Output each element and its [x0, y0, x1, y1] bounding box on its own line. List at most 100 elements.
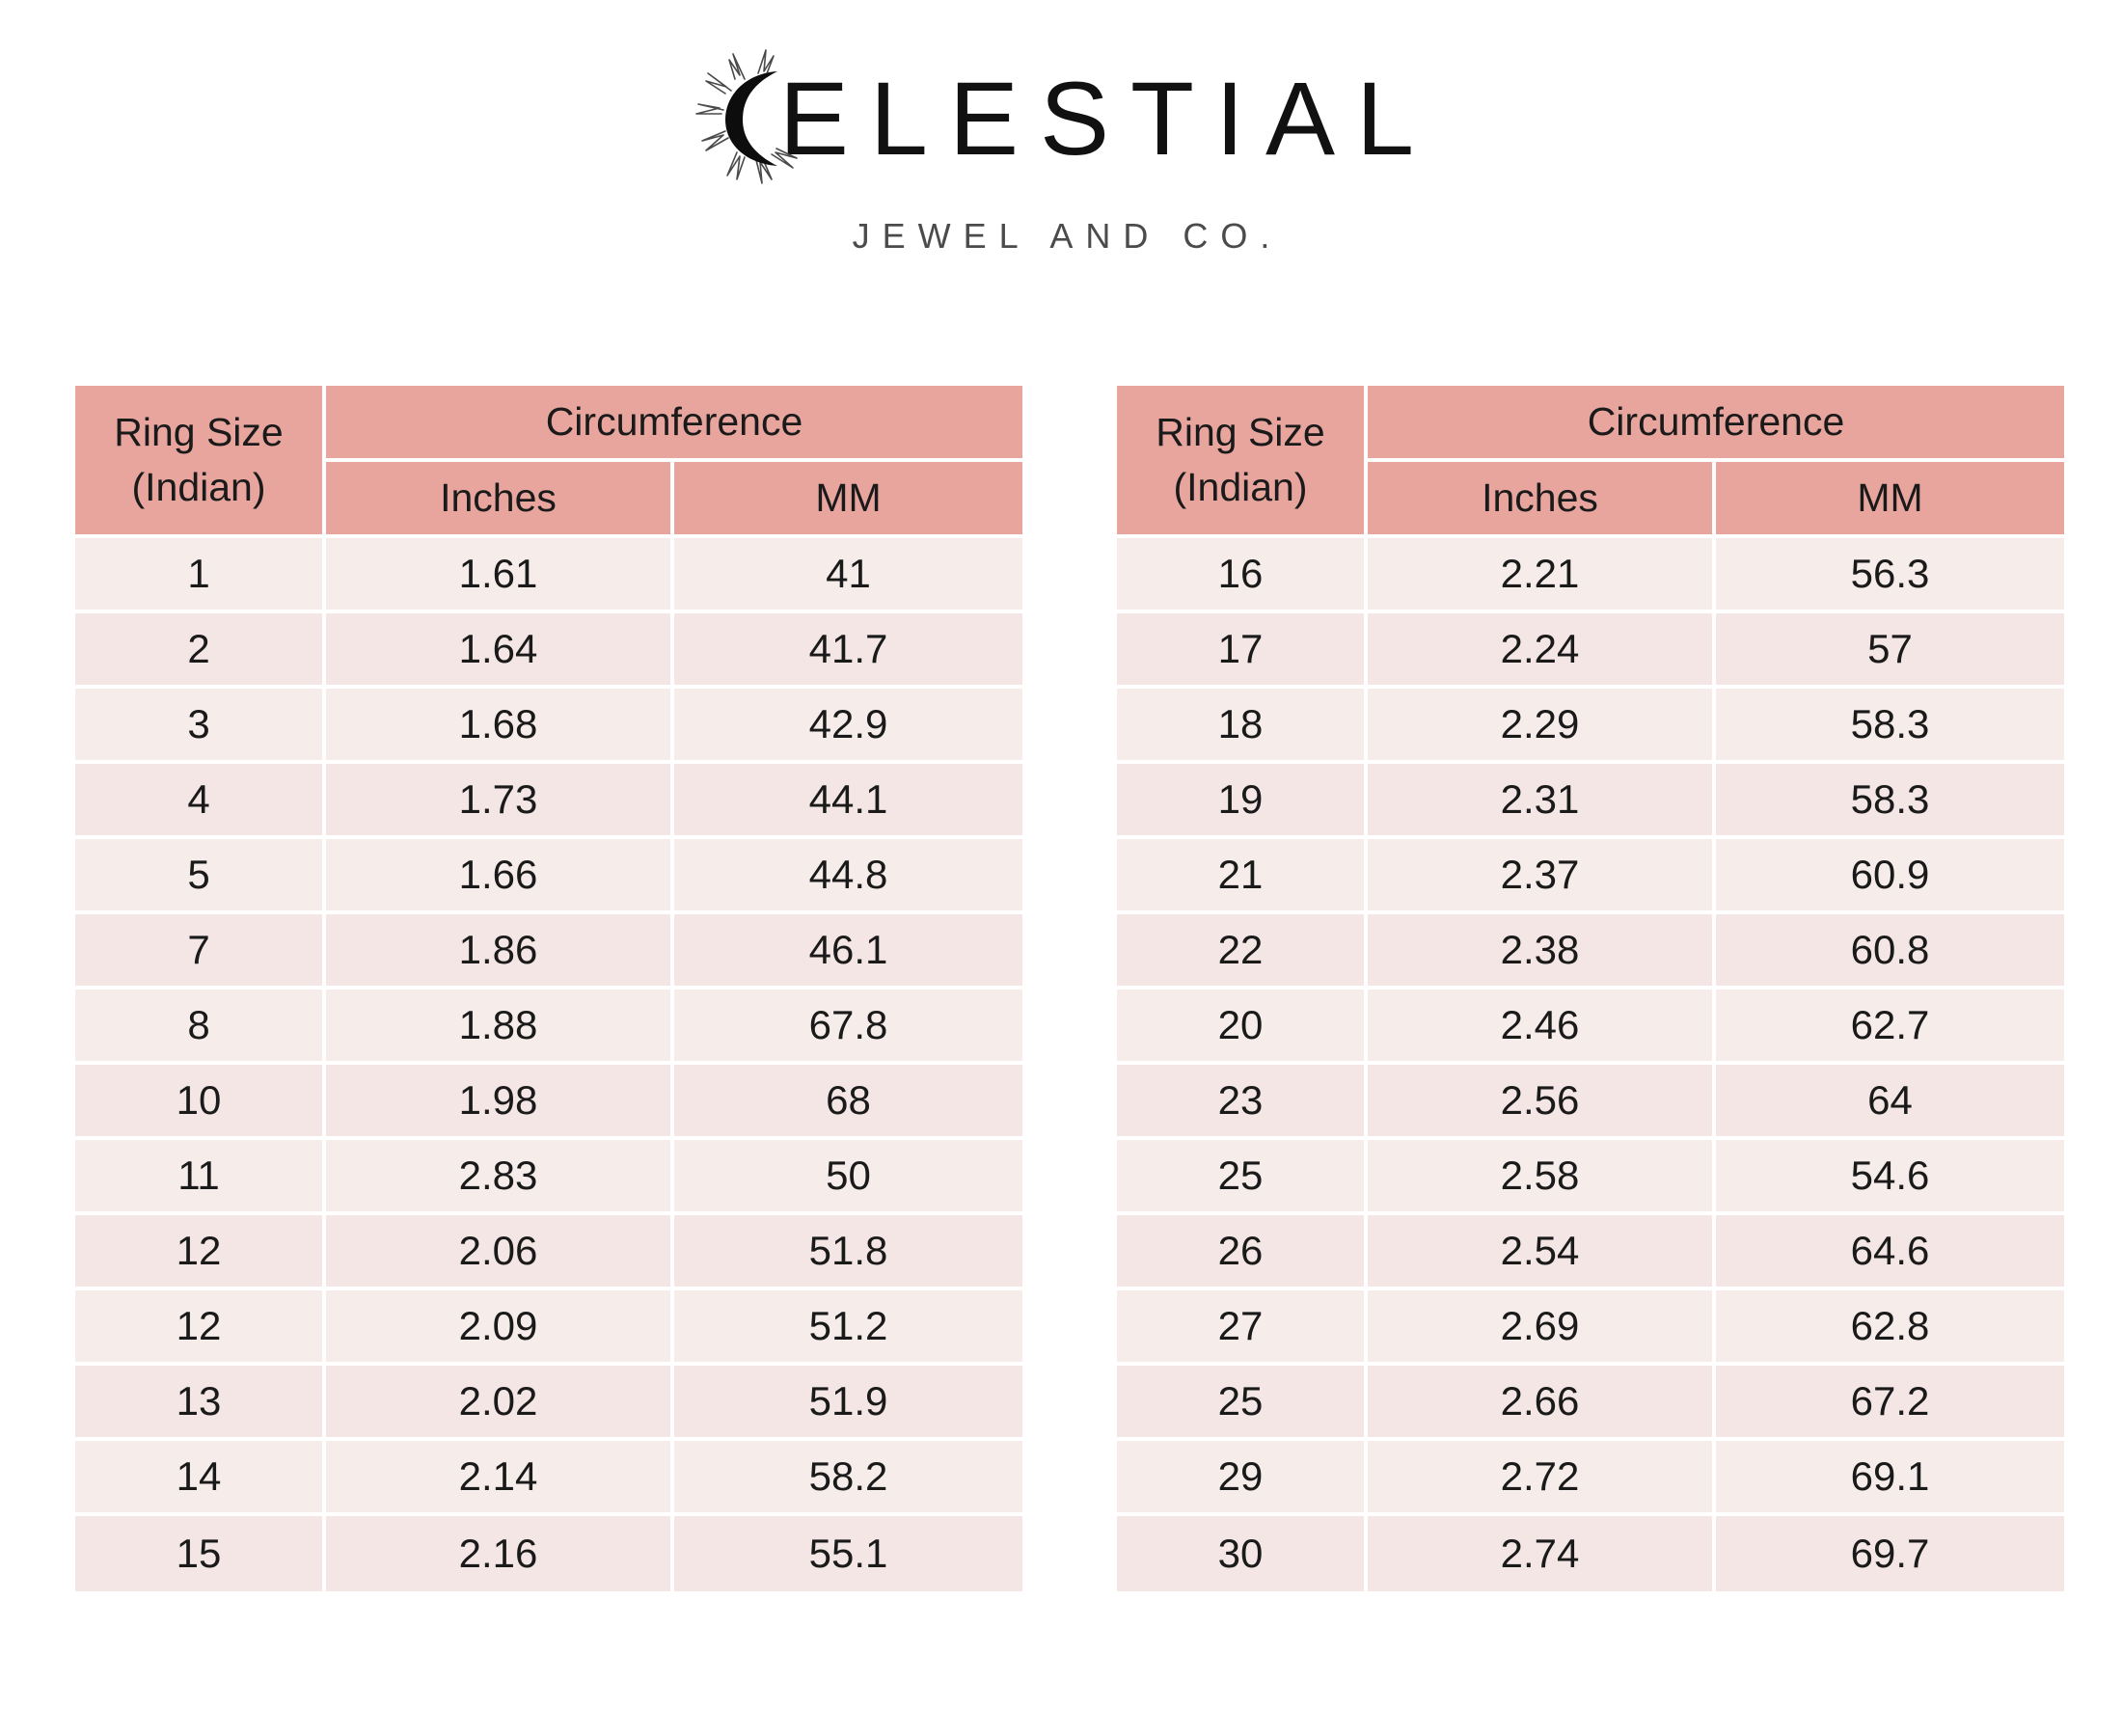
mm-cell: 60.9: [1716, 839, 2064, 914]
brand-tagline: JEWEL AND CO.: [852, 216, 1283, 256]
inches-cell: 2.16: [326, 1516, 674, 1591]
inches-cell: 1.86: [326, 914, 674, 990]
table-row: 14 2.14 58.2: [75, 1441, 1022, 1516]
mm-cell: 51.2: [674, 1290, 1022, 1366]
mm-cell: 51.8: [674, 1215, 1022, 1290]
inches-cell: 1.98: [326, 1065, 674, 1140]
inches-cell: 1.73: [326, 764, 674, 839]
inches-cell: 2.21: [1368, 538, 1716, 613]
mm-cell: 42.9: [674, 689, 1022, 764]
ring-size-cell: 18: [1117, 689, 1368, 764]
ring-size-cell: 14: [75, 1441, 326, 1516]
table-row: 15 2.16 55.1: [75, 1516, 1022, 1591]
column-header-ring-size: Ring Size (Indian): [75, 386, 326, 538]
table-row: 17 2.24 57: [1117, 613, 2064, 689]
inches-cell: 2.83: [326, 1140, 674, 1215]
mm-cell: 51.9: [674, 1366, 1022, 1441]
inches-cell: 2.29: [1368, 689, 1716, 764]
table-row: 11 2.83 50: [75, 1140, 1022, 1215]
ring-size-cell: 25: [1117, 1366, 1368, 1441]
table-row: 26 2.54 64.6: [1117, 1215, 2064, 1290]
mm-cell: 58.2: [674, 1441, 1022, 1516]
table-row: 12 2.09 51.2: [75, 1290, 1022, 1366]
mm-cell: 58.3: [1716, 689, 2064, 764]
inches-cell: 1.64: [326, 613, 674, 689]
brand-name: ELESTIAL: [778, 60, 1436, 176]
column-header-mm: MM: [1716, 462, 2064, 538]
ring-size-cell: 22: [1117, 914, 1368, 990]
table-row: 7 1.86 46.1: [75, 914, 1022, 990]
inches-cell: 2.66: [1368, 1366, 1716, 1441]
inches-cell: 2.58: [1368, 1140, 1716, 1215]
inches-cell: 2.69: [1368, 1290, 1716, 1366]
column-header-circumference: Circumference: [1368, 386, 2064, 462]
ring-size-sublabel: (Indian): [131, 465, 266, 509]
inches-cell: 2.56: [1368, 1065, 1716, 1140]
table-row: 5 1.66 44.8: [75, 839, 1022, 914]
mm-cell: 56.3: [1716, 538, 2064, 613]
inches-cell: 2.09: [326, 1290, 674, 1366]
ring-size-table-left: Ring Size (Indian) Circumference Inches …: [75, 386, 1022, 1591]
ring-size-cell: 5: [75, 839, 326, 914]
table-body-left: 1 1.61 41 2 1.64 41.7 3 1.68 42.9 4 1.73 44.1 5 1.66 4…: [75, 538, 1022, 1591]
mm-cell: 50: [674, 1140, 1022, 1215]
ring-size-cell: 4: [75, 764, 326, 839]
table-row: 29 2.72 69.1: [1117, 1441, 2064, 1516]
ring-size-cell: 27: [1117, 1290, 1368, 1366]
table-row: 12 2.06 51.8: [75, 1215, 1022, 1290]
ring-size-cell: 16: [1117, 538, 1368, 613]
ring-size-cell: 29: [1117, 1441, 1368, 1516]
table-body-right: 16 2.21 56.3 17 2.24 57 18 2.29 58.3 19 2.31 58.3 21…: [1117, 538, 2064, 1591]
mm-cell: 64.6: [1716, 1215, 2064, 1290]
inches-cell: 2.72: [1368, 1441, 1716, 1516]
brand-header: ELESTIAL JEWEL AND CO.: [0, 0, 2122, 257]
table-header-left: Ring Size (Indian) Circumference Inches …: [75, 386, 1022, 538]
table-row: 21 2.37 60.9: [1117, 839, 2064, 914]
ring-size-cell: 7: [75, 914, 326, 990]
table-row: 19 2.31 58.3: [1117, 764, 2064, 839]
inches-cell: 2.74: [1368, 1516, 1716, 1591]
ring-size-label: Ring Size: [1156, 409, 1325, 454]
table-row: 22 2.38 60.8: [1117, 914, 2064, 990]
ring-size-cell: 13: [75, 1366, 326, 1441]
inches-cell: 1.88: [326, 990, 674, 1065]
mm-cell: 69.7: [1716, 1516, 2064, 1591]
ring-size-cell: 15: [75, 1516, 326, 1591]
mm-cell: 54.6: [1716, 1140, 2064, 1215]
table-row: 3 1.68 42.9: [75, 689, 1022, 764]
mm-cell: 57: [1716, 613, 2064, 689]
mm-cell: 67.8: [674, 990, 1022, 1065]
ring-size-cell: 11: [75, 1140, 326, 1215]
inches-cell: 1.66: [326, 839, 674, 914]
table-row: 13 2.02 51.9: [75, 1366, 1022, 1441]
mm-cell: 67.2: [1716, 1366, 2064, 1441]
inches-cell: 1.68: [326, 689, 674, 764]
ring-size-cell: 17: [1117, 613, 1368, 689]
mm-cell: 46.1: [674, 914, 1022, 990]
inches-cell: 2.14: [326, 1441, 674, 1516]
column-header-mm: MM: [674, 462, 1022, 538]
mm-cell: 41: [674, 538, 1022, 613]
column-header-inches: Inches: [326, 462, 674, 538]
inches-cell: 2.38: [1368, 914, 1716, 990]
inches-cell: 2.06: [326, 1215, 674, 1290]
table-row: 2 1.64 41.7: [75, 613, 1022, 689]
mm-cell: 44.1: [674, 764, 1022, 839]
table-header-right: Ring Size (Indian) Circumference Inches …: [1117, 386, 2064, 538]
ring-size-cell: 20: [1117, 990, 1368, 1065]
table-row: 30 2.74 69.7: [1117, 1516, 2064, 1591]
inches-cell: 2.54: [1368, 1215, 1716, 1290]
column-header-ring-size: Ring Size (Indian): [1117, 386, 1368, 538]
inches-cell: 2.24: [1368, 613, 1716, 689]
ring-size-cell: 23: [1117, 1065, 1368, 1140]
mm-cell: 58.3: [1716, 764, 2064, 839]
ring-size-label: Ring Size: [114, 409, 284, 454]
table-row: 16 2.21 56.3: [1117, 538, 2064, 613]
table-row: 8 1.88 67.8: [75, 990, 1022, 1065]
ring-size-cell: 30: [1117, 1516, 1368, 1591]
ring-size-cell: 2: [75, 613, 326, 689]
mm-cell: 44.8: [674, 839, 1022, 914]
inches-cell: 2.37: [1368, 839, 1716, 914]
mm-cell: 62.7: [1716, 990, 2064, 1065]
